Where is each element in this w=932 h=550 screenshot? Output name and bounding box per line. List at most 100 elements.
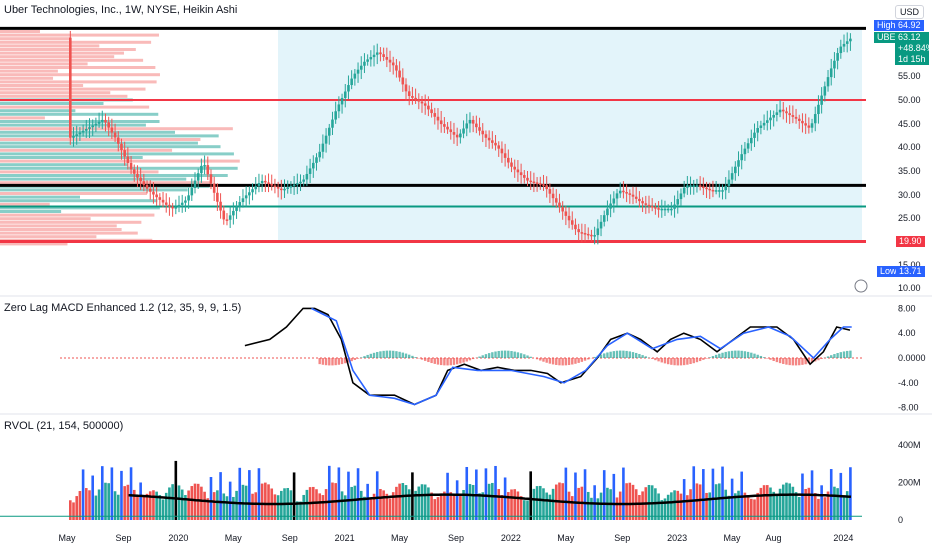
volume-bar xyxy=(203,491,206,520)
candle-body xyxy=(849,38,852,42)
volume-bar xyxy=(759,487,763,520)
volume-profile-bar xyxy=(0,55,115,59)
candle-body xyxy=(663,208,667,211)
macd-histogram-bar xyxy=(459,358,462,364)
volume-bar xyxy=(232,496,235,520)
volume-bar xyxy=(363,496,366,520)
macd-histogram-bar xyxy=(452,358,456,365)
volume-profile-bar xyxy=(0,40,152,44)
time-tick-label: Sep xyxy=(448,533,464,543)
volume-bar xyxy=(817,498,820,520)
macd-histogram-bar xyxy=(650,358,654,359)
macd-histogram-bar xyxy=(577,358,580,363)
volume-bar xyxy=(801,473,804,520)
volume-bar xyxy=(682,479,686,520)
last-price-badge: 63.12 xyxy=(895,32,929,43)
candle-body xyxy=(363,61,366,66)
candle-body xyxy=(599,221,603,229)
candle-body xyxy=(104,119,107,123)
macd-tick-label: -8.00 xyxy=(898,403,919,413)
macd-histogram-bar xyxy=(433,358,436,364)
volume-bar xyxy=(78,491,82,520)
volume-bar xyxy=(538,485,542,520)
volume-bar xyxy=(574,472,577,520)
candle-body xyxy=(142,181,146,185)
volume-bar xyxy=(452,494,456,520)
macd-histogram-bar xyxy=(666,358,670,365)
volume-bar xyxy=(324,489,328,520)
candle-body xyxy=(545,185,548,190)
candle-body xyxy=(280,188,283,191)
volume-profile-bar xyxy=(0,44,100,48)
candle-body xyxy=(340,97,344,105)
candle-body xyxy=(478,127,481,131)
macd-histogram-bar xyxy=(507,350,510,358)
volume-bar xyxy=(398,483,401,520)
volume-bar xyxy=(347,471,350,520)
candle-body xyxy=(759,125,763,128)
volume-bar xyxy=(820,485,823,520)
candle-body xyxy=(590,234,593,237)
volume-bar xyxy=(516,491,520,520)
volume-bar xyxy=(845,491,849,520)
volume-bar xyxy=(110,467,114,520)
candle-body xyxy=(781,109,785,112)
candle-body xyxy=(289,185,293,188)
candle-body xyxy=(561,207,564,212)
macd-histogram-bar xyxy=(785,358,788,365)
macd-histogram-bar xyxy=(356,358,360,359)
volume-bar xyxy=(638,495,641,520)
volume-bar xyxy=(714,484,718,520)
volume-profile-bar xyxy=(0,213,155,217)
macd-histogram-bar xyxy=(324,358,328,366)
time-tick-label: Aug xyxy=(766,533,782,543)
candle-body xyxy=(251,189,254,193)
price-tick-label: 15.00 xyxy=(898,260,921,270)
volume-bar xyxy=(797,496,801,520)
volume-bar xyxy=(663,498,667,520)
candle-body xyxy=(187,195,190,201)
price-tick-label: 40.00 xyxy=(898,142,921,152)
candle-body xyxy=(794,116,798,119)
candle-body xyxy=(276,187,280,189)
candle-body xyxy=(72,136,75,138)
currency-button[interactable]: USD xyxy=(894,5,924,19)
candle-body xyxy=(734,166,737,174)
volume-bar xyxy=(708,492,712,520)
volume-bar xyxy=(628,482,632,520)
macd-histogram-bar xyxy=(510,351,513,358)
volume-bar xyxy=(69,500,72,520)
macd-histogram-bar xyxy=(724,351,727,358)
volume-bar xyxy=(292,472,296,520)
rvol-tick-label: 0 xyxy=(898,515,903,525)
macd-histogram-bar xyxy=(542,358,545,362)
candle-body xyxy=(228,215,232,220)
volume-bar xyxy=(174,460,178,520)
macd-tick-label: -4.00 xyxy=(898,378,919,388)
candle-body xyxy=(657,208,660,210)
volume-bar xyxy=(737,490,740,520)
volume-bar xyxy=(510,489,513,520)
volume-bar xyxy=(260,483,264,520)
volume-bar xyxy=(248,470,251,520)
macd-histogram-bar xyxy=(360,357,363,358)
candle-body xyxy=(542,184,545,186)
volume-bar xyxy=(670,492,673,520)
candle-body xyxy=(654,207,657,209)
volume-profile-bar xyxy=(0,130,175,134)
candle-body xyxy=(414,97,417,100)
time-tick-label: Sep xyxy=(614,533,630,543)
volume-bar xyxy=(436,497,440,520)
volume-bar xyxy=(676,490,680,520)
macd-histogram-bar xyxy=(820,358,823,359)
volume-profile-bar xyxy=(0,94,128,98)
volume-bar xyxy=(321,495,325,520)
time-tick-label: 2024 xyxy=(833,533,853,543)
macd-histogram-bar xyxy=(583,358,587,361)
volume-bar xyxy=(168,487,171,520)
macd-histogram-bar xyxy=(804,358,807,365)
volume-profile-bar xyxy=(0,210,62,213)
candle-body xyxy=(622,190,625,193)
candle-body xyxy=(558,202,561,208)
candle-body xyxy=(385,56,389,60)
